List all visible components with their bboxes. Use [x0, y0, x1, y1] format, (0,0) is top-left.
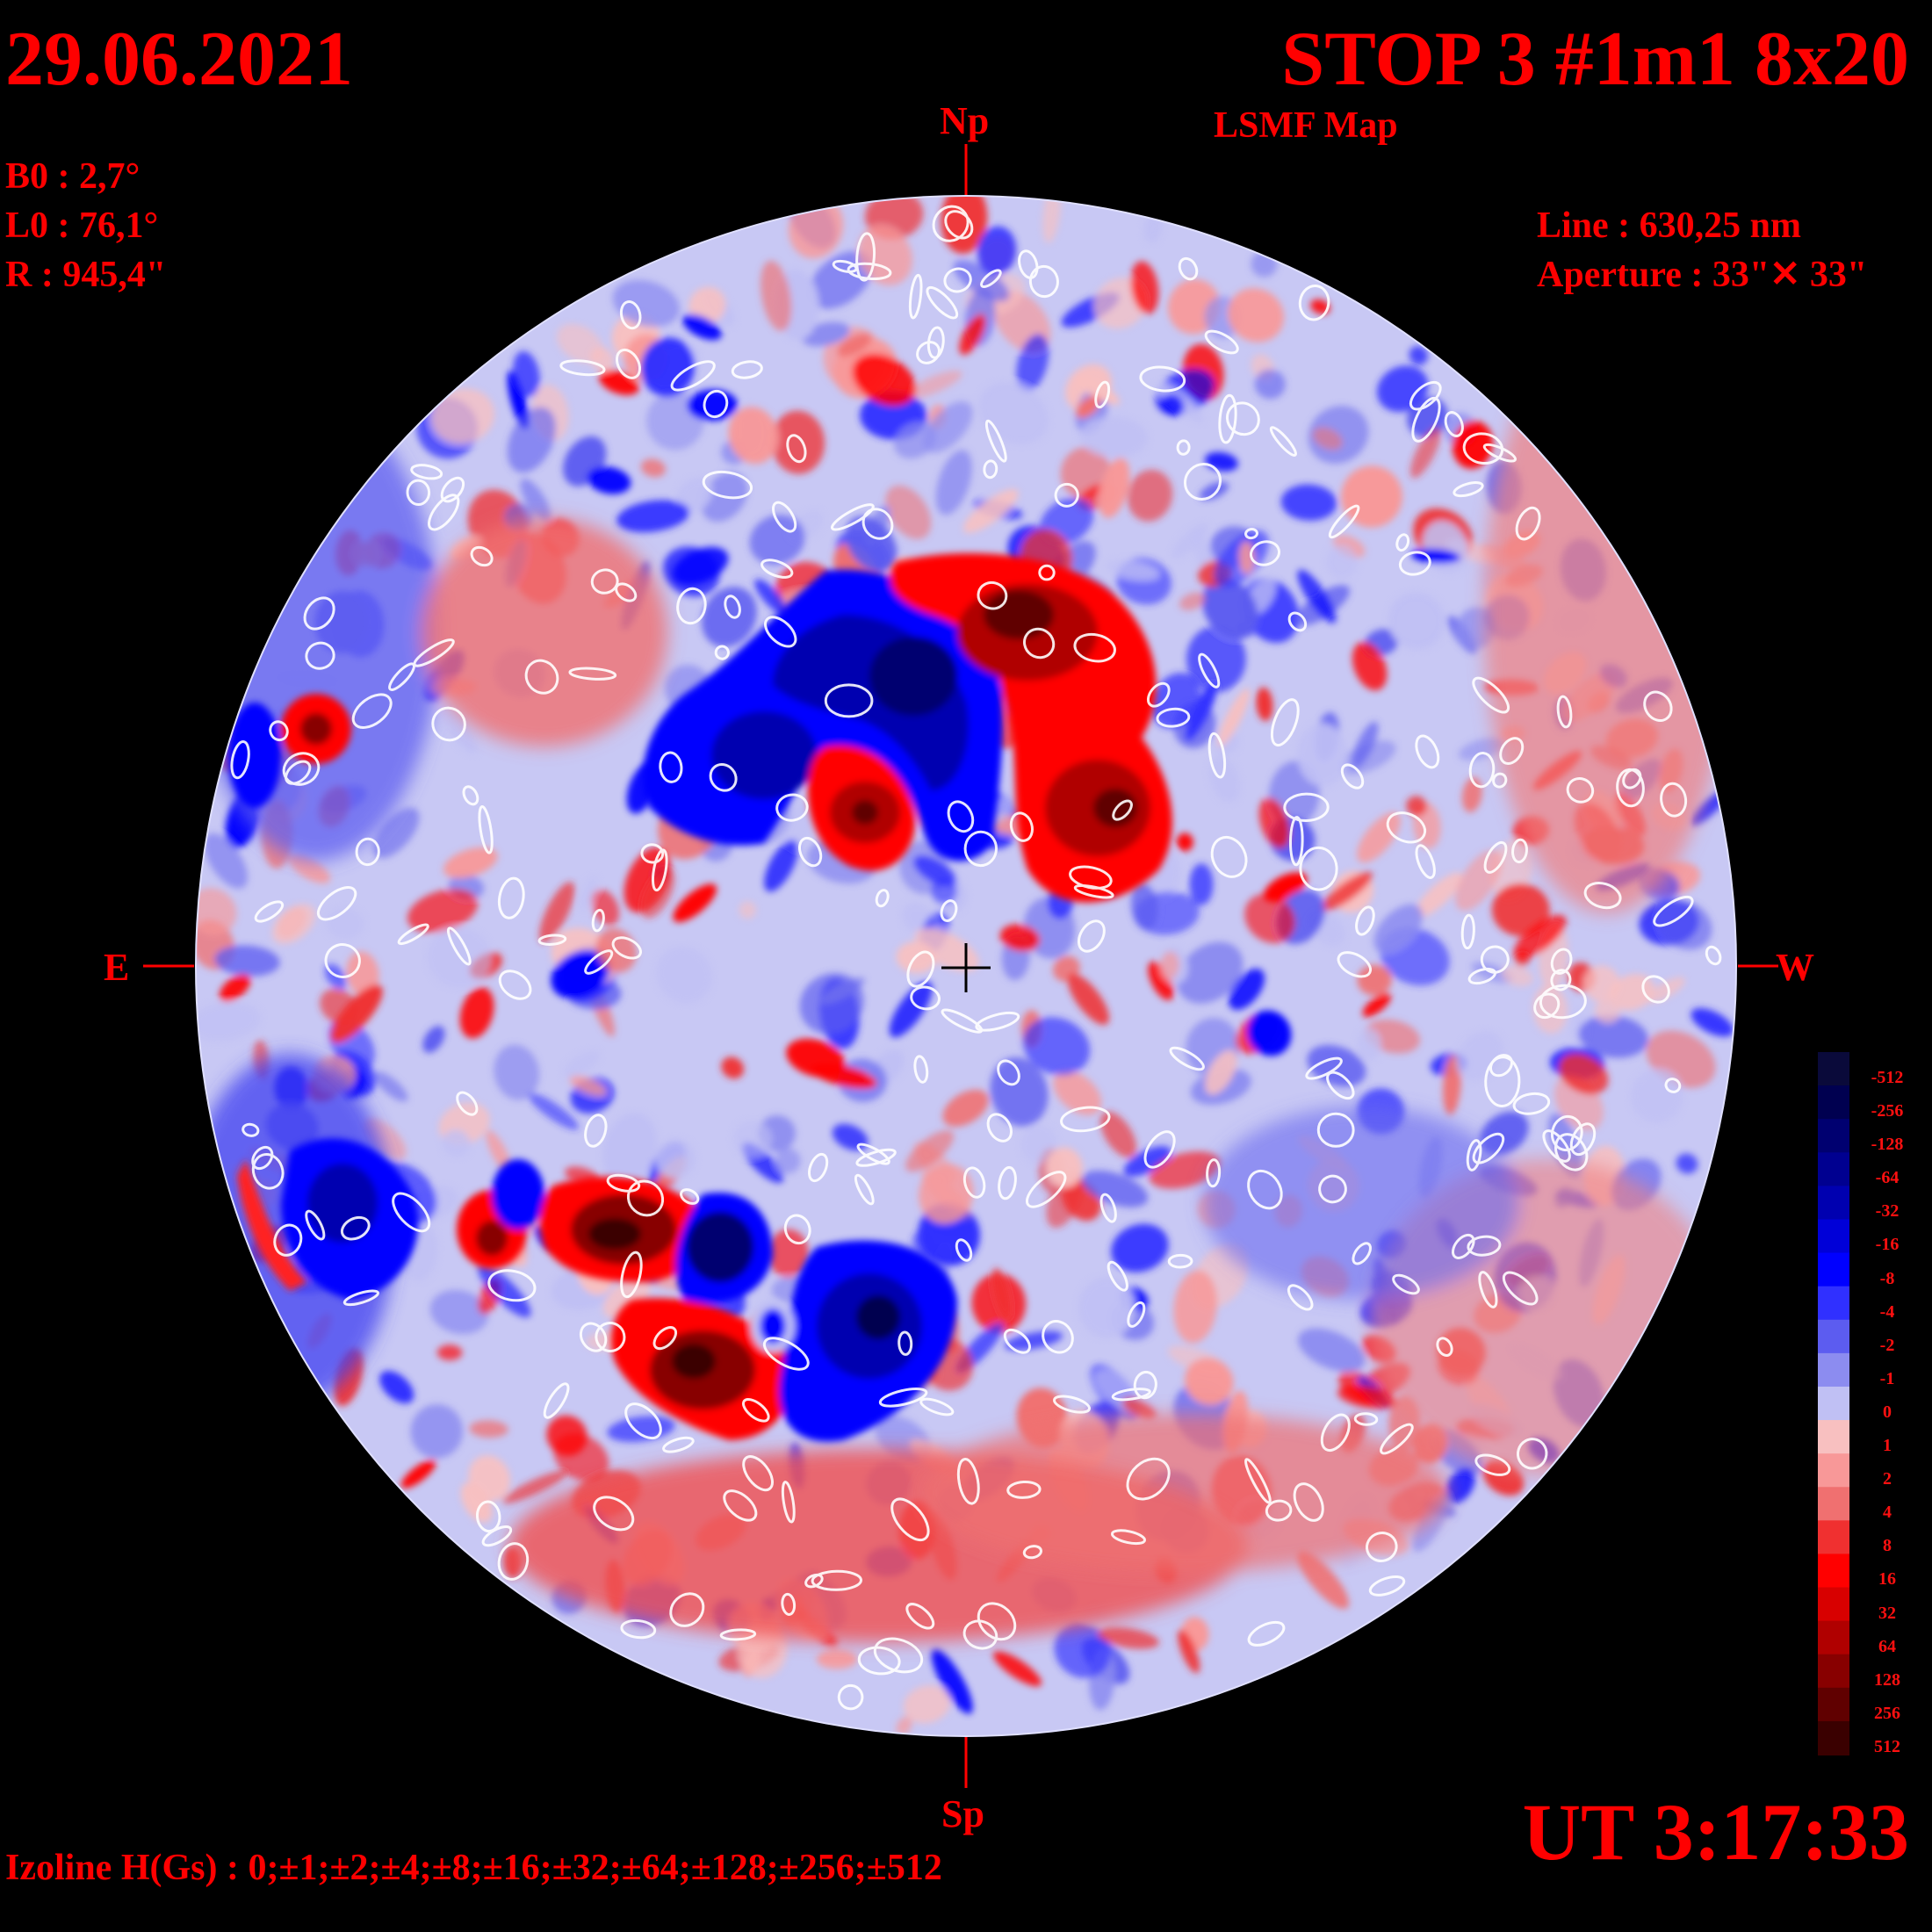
color-scale-tick-label: 0 — [1883, 1402, 1892, 1422]
color-scale-bar — [1818, 1052, 1849, 1755]
map-type-label: LSMF Map — [1214, 105, 1398, 146]
color-scale-swatch — [1818, 1386, 1849, 1422]
color-scale-swatch — [1818, 1487, 1849, 1522]
color-scale-tick-label: 4 — [1883, 1503, 1892, 1523]
aperture-label: Aperture : 33"✕ 33" — [1537, 255, 1868, 295]
color-scale-swatch — [1818, 1420, 1849, 1455]
color-scale-swatch — [1818, 1687, 1849, 1722]
color-scale-tick-label: -8 — [1879, 1268, 1895, 1288]
color-scale-swatch — [1818, 1186, 1849, 1221]
izoline-legend: Izoline H(Gs) : 0;±1;±2;±4;±8;±16;±32;±6… — [5, 1848, 942, 1888]
axis-ticks — [143, 144, 1778, 1788]
color-scale-tick-label: 2 — [1883, 1469, 1892, 1489]
south-pole-label: Sp — [941, 1792, 984, 1835]
color-scale-tick-label: -32 — [1875, 1201, 1900, 1222]
active-region-north — [643, 553, 1172, 903]
color-scale-tick-label: -64 — [1875, 1168, 1900, 1188]
color-scale-tick-label: 1 — [1883, 1436, 1892, 1456]
east-label: E — [104, 946, 130, 989]
spectral-line-label: Line : 630,25 nm — [1537, 205, 1802, 246]
color-scale-tick-label: -128 — [1871, 1135, 1904, 1155]
radius-parameter: R : 945,4" — [5, 255, 167, 295]
color-scale-swatch — [1818, 1252, 1849, 1287]
color-scale-tick-label: -512 — [1871, 1068, 1904, 1087]
color-scale-tick-label: 512 — [1874, 1736, 1900, 1756]
b0-parameter: B0 : 2,7° — [5, 156, 141, 197]
color-scale-swatch — [1818, 1554, 1849, 1589]
color-scale-swatch — [1818, 1052, 1849, 1087]
color-scale-tick-label: -16 — [1875, 1235, 1900, 1255]
color-scale-tick-label: -4 — [1879, 1301, 1895, 1322]
l0-parameter: L0 : 76,1° — [5, 205, 159, 246]
west-label: W — [1776, 946, 1814, 989]
color-scale-tick-label: 256 — [1874, 1703, 1900, 1723]
solar-disk-field — [196, 196, 1736, 1736]
color-scale-tick-label: 8 — [1883, 1536, 1892, 1556]
color-scale-tick-label: 64 — [1878, 1636, 1896, 1656]
disk-rim — [195, 195, 1737, 1737]
color-scale-tick-label: -1 — [1879, 1368, 1895, 1388]
color-scale-tick-label: 32 — [1878, 1603, 1896, 1623]
color-scale-swatch — [1818, 1152, 1849, 1187]
color-scale-swatch — [1818, 1453, 1849, 1489]
color-scale-tick-label: 128 — [1874, 1669, 1900, 1690]
color-scale-tick-label: -256 — [1871, 1101, 1904, 1121]
color-scale-swatch — [1818, 1085, 1849, 1121]
north-pole-label: Np — [940, 99, 990, 142]
color-scale-swatch — [1818, 1620, 1849, 1655]
color-scale-swatch — [1818, 1587, 1849, 1622]
color-scale-swatch — [1818, 1219, 1849, 1254]
observation-title: STOP 3 #1m1 8x20 — [1281, 17, 1909, 102]
date-label: 29.06.2021 — [5, 17, 353, 102]
color-scale-tick-label: 16 — [1878, 1569, 1896, 1590]
ut-time-label: UT 3:17:33 — [1522, 1787, 1909, 1877]
color-scale-tick-label: -2 — [1879, 1335, 1895, 1355]
color-scale-swatch — [1818, 1654, 1849, 1689]
center-crosshair — [941, 943, 991, 992]
color-scale-swatch — [1818, 1520, 1849, 1555]
color-scale-swatch — [1818, 1352, 1849, 1388]
color-scale-swatch — [1818, 1286, 1849, 1321]
color-scale-swatch — [1818, 1319, 1849, 1354]
color-scale-swatch — [1818, 1720, 1849, 1755]
color-scale-swatch — [1818, 1119, 1849, 1154]
